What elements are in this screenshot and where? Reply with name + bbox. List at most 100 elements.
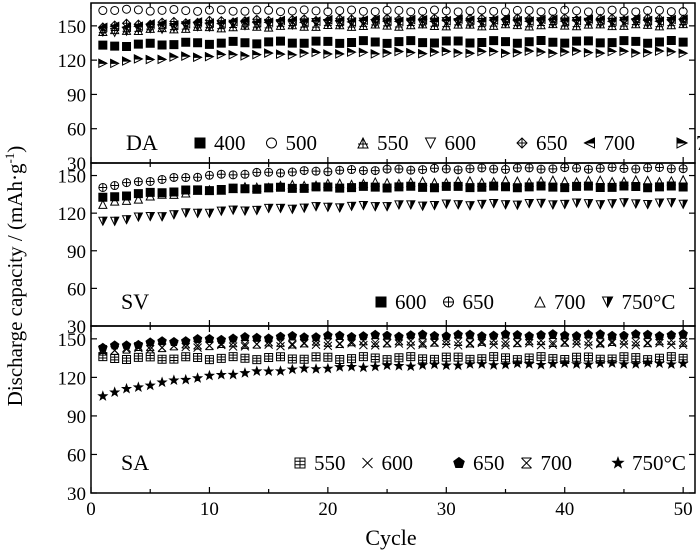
data-point	[382, 338, 392, 348]
data-point	[572, 46, 582, 56]
data-point	[394, 37, 404, 47]
data-point	[500, 329, 511, 339]
data-point	[216, 49, 227, 60]
data-point	[310, 16, 321, 27]
data-point	[370, 338, 380, 348]
data-point	[323, 7, 333, 17]
data-point	[335, 338, 345, 348]
data-point	[572, 36, 582, 46]
y-tick-label: 30	[67, 484, 86, 505]
data-point	[169, 187, 179, 197]
data-point	[145, 337, 155, 347]
legend-label: 600	[445, 131, 477, 155]
data-point	[311, 166, 321, 176]
data-point	[133, 194, 144, 204]
data-point	[678, 340, 688, 350]
data-point	[334, 203, 345, 214]
data-point	[157, 212, 167, 222]
data-point	[369, 360, 381, 372]
data-point	[500, 14, 511, 25]
data-point	[347, 183, 357, 193]
data-point	[642, 175, 653, 185]
data-point	[477, 46, 487, 57]
data-point	[132, 381, 144, 393]
data-point	[323, 341, 333, 351]
data-point	[287, 330, 298, 341]
data-point	[429, 38, 439, 48]
data-point	[418, 354, 428, 364]
data-point	[453, 352, 463, 362]
data-point	[607, 162, 617, 172]
data-point	[643, 338, 652, 348]
data-point	[299, 5, 309, 15]
data-point	[358, 15, 368, 26]
data-point	[169, 4, 179, 14]
data-point	[465, 6, 475, 16]
data-point	[145, 344, 155, 354]
data-point	[299, 38, 309, 48]
data-point	[465, 175, 475, 186]
legend: 400 500 550 600 650 700 750°C	[192, 131, 700, 155]
data-point	[618, 358, 630, 369]
data-point	[192, 334, 203, 344]
data-point	[406, 36, 416, 46]
data-point	[251, 182, 262, 192]
data-point	[240, 38, 250, 48]
data-point	[548, 182, 558, 192]
data-point	[464, 15, 475, 26]
data-point	[311, 6, 321, 16]
data-point	[110, 58, 120, 69]
y-tick-label: 150	[58, 167, 87, 188]
data-point	[204, 5, 214, 15]
data-point	[145, 190, 156, 201]
data-point	[358, 6, 368, 16]
data-point	[110, 354, 120, 364]
data-point	[240, 342, 250, 351]
data-point	[619, 335, 629, 345]
data-point	[477, 336, 487, 346]
data-point	[228, 205, 238, 216]
y-tick-label: 90	[67, 242, 86, 263]
data-point	[347, 354, 357, 364]
data-point	[121, 195, 132, 205]
data-point	[453, 7, 463, 17]
data-point	[678, 14, 688, 25]
data-point	[666, 7, 676, 17]
data-point	[453, 329, 463, 339]
data-point	[678, 328, 688, 339]
data-point	[323, 352, 333, 362]
legend-marker	[516, 137, 528, 149]
data-point	[571, 15, 582, 26]
data-point	[287, 354, 297, 364]
data-point	[465, 164, 475, 174]
data-point	[204, 51, 215, 62]
data-point	[181, 352, 191, 362]
x-tick-label: 40	[555, 499, 574, 520]
data-point	[430, 338, 439, 348]
y-tick-label: 150	[58, 330, 87, 351]
data-point	[512, 329, 523, 340]
data-point	[204, 208, 215, 219]
legend-label: 600	[382, 451, 414, 475]
data-point	[547, 14, 558, 25]
data-point	[406, 165, 416, 175]
data-point	[394, 5, 404, 15]
data-point	[476, 358, 488, 369]
data-point	[346, 331, 357, 342]
legend-label: 600	[395, 290, 427, 314]
data-point	[678, 164, 688, 174]
data-point	[216, 169, 226, 179]
data-point	[501, 353, 511, 363]
data-point	[489, 352, 499, 362]
data-point	[193, 340, 202, 350]
data-point	[370, 14, 380, 25]
data-point	[122, 344, 131, 354]
data-point	[489, 6, 499, 16]
data-point	[560, 337, 570, 347]
data-point	[536, 7, 546, 17]
data-point	[264, 37, 274, 47]
data-point	[394, 339, 404, 348]
data-point	[619, 181, 629, 191]
data-point	[524, 199, 535, 209]
data-point	[536, 198, 546, 209]
